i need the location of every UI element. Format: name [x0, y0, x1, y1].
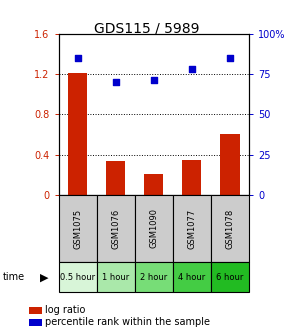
Bar	[173, 195, 211, 262]
Bar	[68, 73, 87, 195]
Text: percentile rank within the sample: percentile rank within the sample	[45, 317, 210, 327]
Text: GDS115 / 5989: GDS115 / 5989	[94, 22, 199, 36]
Point	[113, 79, 118, 85]
Bar	[59, 262, 97, 292]
Bar	[59, 195, 97, 262]
Text: GSM1076: GSM1076	[111, 208, 120, 249]
Text: log ratio: log ratio	[45, 305, 86, 316]
Text: ▶: ▶	[40, 272, 48, 282]
Text: GSM1077: GSM1077	[188, 208, 196, 249]
Text: 0.5 hour: 0.5 hour	[60, 273, 95, 282]
Bar	[97, 262, 135, 292]
Bar	[135, 195, 173, 262]
Bar	[183, 160, 202, 195]
Text: 4 hour: 4 hour	[178, 273, 206, 282]
Point	[228, 55, 232, 60]
Point	[151, 78, 156, 83]
Point	[75, 55, 80, 60]
Text: time: time	[3, 272, 25, 282]
Text: 2 hour: 2 hour	[140, 273, 168, 282]
Bar	[135, 262, 173, 292]
Text: GSM1090: GSM1090	[149, 208, 158, 249]
Text: GSM1075: GSM1075	[73, 208, 82, 249]
Point	[190, 67, 194, 72]
Bar	[211, 262, 249, 292]
Bar	[211, 195, 249, 262]
Bar	[173, 262, 211, 292]
Bar	[144, 174, 163, 195]
Bar	[106, 161, 125, 195]
Bar	[97, 195, 135, 262]
Text: 1 hour: 1 hour	[102, 273, 130, 282]
Text: GSM1078: GSM1078	[226, 208, 234, 249]
Text: 6 hour: 6 hour	[216, 273, 244, 282]
Bar	[221, 134, 240, 195]
